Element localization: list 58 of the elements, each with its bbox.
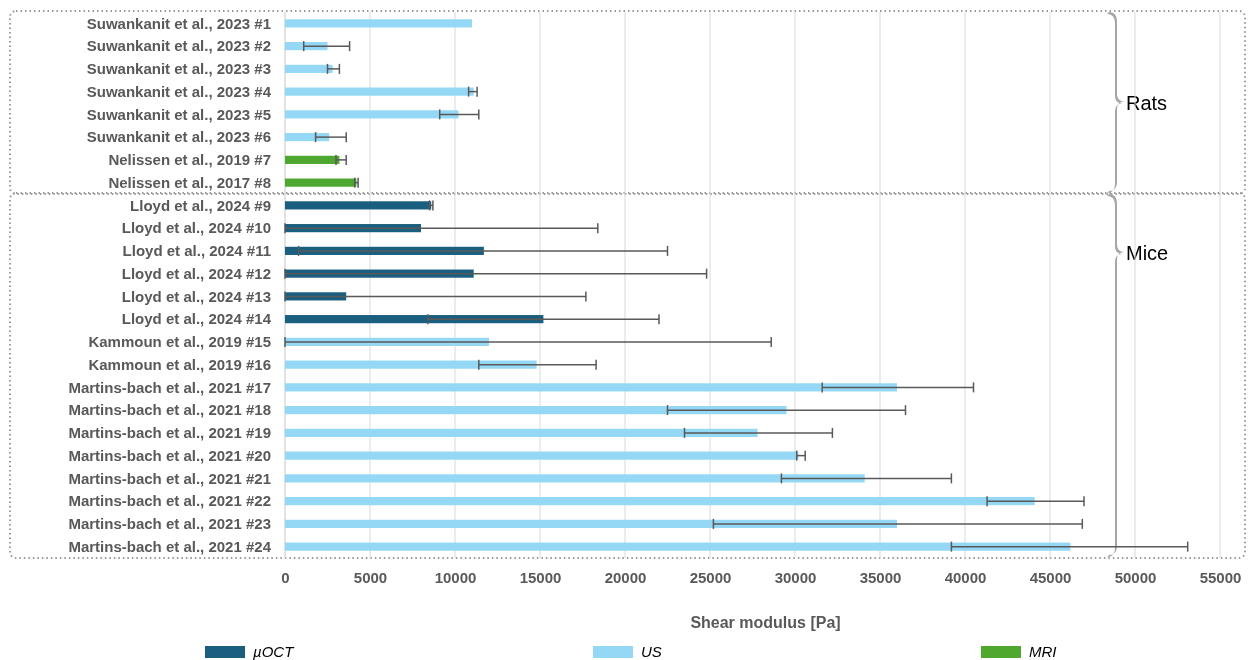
x-tick-label: 5000 [353,568,388,586]
y-tick-label: Lloyd et al., 2024 #13 [121,287,271,305]
annotation: Mice [1126,242,1169,264]
y-tick-label: Nelissen et al., 2017 #8 [108,173,271,191]
bar [285,474,865,483]
y-tick-label: Martins-bach et al., 2021 #20 [68,446,271,464]
x-tick-label: 30000 [774,568,817,586]
y-tick-label: Martins-bach et al., 2021 #19 [68,424,271,442]
bar [285,542,1071,551]
x-tick-label: 0 [281,568,290,586]
y-tick-label: Suwankanit et al., 2023 #5 [86,105,271,123]
annotation: Rats [1126,91,1168,114]
y-tick-label: Kammoun et al., 2019 #16 [88,355,271,373]
x-tick-label: 25000 [689,568,732,586]
y-tick-label: Lloyd et al., 2024 #12 [121,264,271,282]
x-tick-label: 20000 [604,568,647,586]
y-tick-label: Martins-bach et al., 2021 #18 [68,401,271,419]
bar [285,110,459,119]
y-tick-label: Lloyd et al., 2024 #10 [121,219,271,237]
y-tick-label: Suwankanit et al., 2023 #4 [86,82,272,100]
bar [285,428,758,437]
x-tick-label: 10000 [434,568,477,586]
bar [285,178,357,187]
y-tick-label: Suwankanit et al., 2023 #3 [86,60,271,78]
y-tick-label: Lloyd et al., 2024 #14 [121,310,272,328]
legend-label: US [641,643,662,660]
x-tick-label: 15000 [519,568,562,586]
y-tick-label: Suwankanit et al., 2023 #2 [86,37,271,55]
y-tick-label: Suwankanit et al., 2023 #6 [86,128,271,146]
y-tick-label: Martins-bach et al., 2021 #23 [68,515,271,533]
legend-label: MRI [1029,643,1057,660]
bar [285,155,340,164]
legend-label: µOCT [253,643,296,660]
y-tick-label: Suwankanit et al., 2023 #1 [86,14,271,32]
bar [285,451,799,460]
bar [285,406,787,415]
bar [285,497,1035,506]
bar [285,519,897,528]
y-tick-label: Martins-bach et al., 2021 #24 [68,537,272,555]
x-tick-label: 55000 [1199,568,1242,586]
y-tick-label: Lloyd et al., 2024 #11 [122,242,271,260]
bar [285,64,333,73]
y-tick-label: Martins-bach et al., 2021 #22 [68,492,271,510]
y-tick-label: Martins-bach et al., 2021 #21 [68,469,271,487]
bar [285,360,537,369]
y-tick-label: Nelissen et al., 2019 #7 [108,151,271,169]
x-tick-label: 50000 [1114,568,1157,586]
y-tick-label: Lloyd et al., 2024 #9 [130,196,271,214]
x-axis-title: Shear modulus [Pa] [690,614,841,631]
x-tick-label: 35000 [859,568,902,586]
y-tick-label: Kammoun et al., 2019 #15 [88,333,271,351]
bar [285,201,432,210]
bar [285,87,474,96]
bar [285,19,472,28]
x-tick-label: 40000 [944,568,987,586]
y-tick-label: Martins-bach et al., 2021 #17 [68,378,271,396]
bar [285,383,897,392]
x-tick-label: 45000 [1029,568,1072,586]
